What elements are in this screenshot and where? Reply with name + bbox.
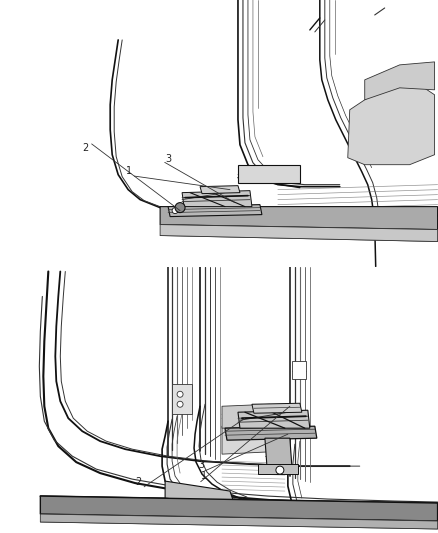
- Polygon shape: [222, 404, 274, 428]
- Circle shape: [177, 391, 183, 397]
- Text: 3: 3: [166, 155, 172, 164]
- Bar: [172, 384, 192, 414]
- Circle shape: [172, 208, 178, 214]
- Text: 2: 2: [82, 143, 89, 153]
- Polygon shape: [265, 438, 292, 466]
- Polygon shape: [258, 464, 298, 474]
- Circle shape: [276, 466, 284, 474]
- Polygon shape: [168, 205, 262, 216]
- Polygon shape: [225, 426, 317, 440]
- Polygon shape: [222, 424, 284, 454]
- Polygon shape: [160, 207, 438, 230]
- Polygon shape: [40, 496, 438, 521]
- Text: 1: 1: [126, 166, 132, 176]
- Bar: [292, 361, 306, 379]
- Bar: [238, 165, 300, 183]
- Circle shape: [177, 401, 183, 407]
- Text: 2: 2: [135, 477, 141, 487]
- Polygon shape: [200, 185, 240, 193]
- Text: 3: 3: [198, 460, 205, 470]
- Polygon shape: [348, 85, 434, 165]
- Circle shape: [175, 203, 185, 213]
- Polygon shape: [252, 403, 302, 413]
- Polygon shape: [165, 481, 235, 506]
- Text: 1: 1: [201, 471, 207, 481]
- Polygon shape: [160, 224, 438, 241]
- Polygon shape: [40, 514, 438, 529]
- Polygon shape: [365, 62, 434, 100]
- Polygon shape: [182, 191, 252, 207]
- Polygon shape: [238, 410, 310, 428]
